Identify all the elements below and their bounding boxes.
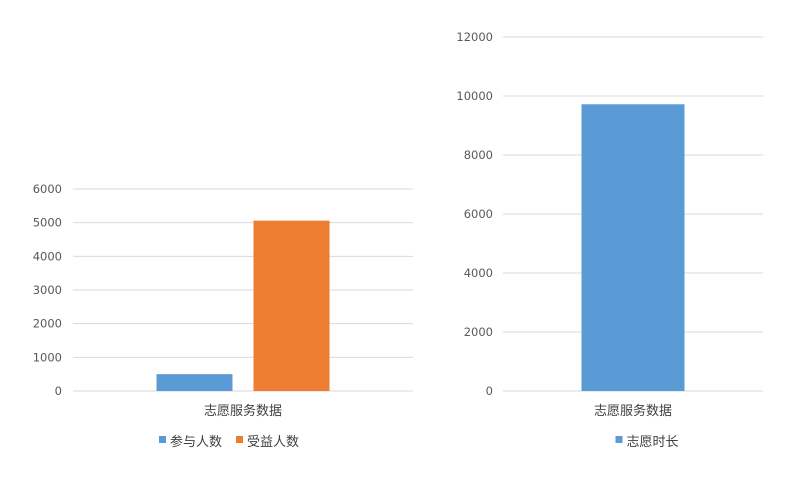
legend-label: 参与人数 (170, 434, 222, 450)
x-category-label: 志愿服务数据 (204, 403, 282, 419)
legend-item: 参与人数 (159, 434, 222, 450)
y-tick-label: 1000 (33, 350, 62, 364)
bar-series-1 (156, 374, 233, 391)
legend-swatch (236, 436, 243, 443)
legend-label: 志愿时长 (627, 435, 679, 450)
legend-swatch (615, 436, 623, 443)
y-tick-label: 12000 (456, 30, 493, 44)
legend-swatch (159, 436, 166, 443)
legend-label: 受益人数 (247, 435, 299, 450)
y-tick-label: 8000 (464, 148, 493, 162)
y-tick-label: 5000 (33, 216, 62, 230)
y-tick-label: 6000 (33, 182, 62, 196)
legend-item: 受益人数 (236, 435, 299, 450)
y-tick-label: 4000 (464, 266, 493, 280)
x-category-label: 志愿服务数据 (594, 403, 672, 419)
y-tick-label: 2000 (33, 317, 62, 331)
y-tick-label: 0 (486, 384, 493, 398)
y-tick-label: 4000 (33, 249, 62, 263)
y-tick-label: 10000 (456, 89, 493, 103)
y-tick-label: 0 (55, 384, 62, 398)
y-tick-label: 6000 (464, 207, 493, 221)
bar-series-1 (581, 104, 685, 391)
y-tick-label: 3000 (33, 283, 62, 297)
legend-item: 志愿时长 (615, 435, 679, 450)
bar-series-2 (253, 220, 330, 391)
y-tick-label: 2000 (464, 325, 493, 339)
